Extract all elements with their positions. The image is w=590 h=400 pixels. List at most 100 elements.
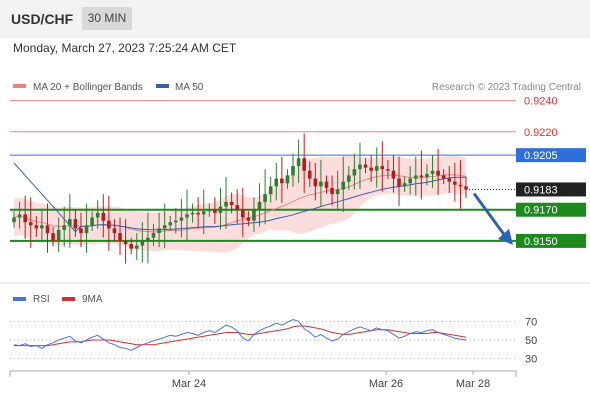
candle-body — [17, 214, 22, 218]
candle-body — [151, 233, 156, 238]
candle-body — [380, 166, 385, 170]
x-axis: Mar 24 Mar 26 Mar 28 — [172, 371, 490, 390]
candle-body — [229, 201, 234, 206]
candle-body — [190, 212, 195, 215]
candle-body — [374, 166, 379, 171]
candle-body — [101, 212, 106, 221]
rsi-tick-label: 30 — [525, 354, 537, 366]
candle-body — [34, 225, 39, 229]
candle-body — [268, 186, 273, 195]
candle-body — [90, 217, 94, 226]
candle-body — [56, 229, 61, 241]
candle-body — [168, 222, 173, 226]
candle-body — [129, 244, 133, 249]
candle-body — [134, 245, 139, 249]
candle-body — [179, 217, 184, 221]
candle-body — [453, 181, 457, 185]
candle-body — [274, 178, 279, 187]
legend-swatch-ma50 — [156, 84, 169, 88]
forecast-arrow-shaft — [472, 192, 507, 237]
level-tag-pivot — [516, 148, 586, 163]
candle-body — [201, 211, 206, 215]
candle-body — [291, 166, 295, 176]
level-tag-support — [516, 233, 586, 248]
symbol-title: USD/CHF — [11, 11, 74, 27]
candle-body — [285, 175, 290, 184]
candle-body — [319, 181, 323, 187]
rsi-tick-label: 50 — [525, 335, 537, 347]
rsi-line — [13, 318, 467, 351]
credit-label: Research © 2023 Trading Central — [432, 82, 581, 93]
rsi-ma-line — [14, 325, 467, 347]
candle-body — [413, 175, 418, 179]
level-label-resistance: 0.9240 — [524, 96, 558, 108]
candle-body — [447, 178, 452, 182]
candle-body — [207, 209, 212, 212]
candle-body — [28, 222, 33, 226]
candle-body — [358, 164, 362, 170]
current-price-label: 0.9183 — [524, 184, 558, 196]
candle-body — [430, 170, 435, 174]
candle-body — [246, 217, 251, 221]
candle-body — [235, 205, 240, 210]
candle-body — [73, 219, 78, 229]
level-label-resistance: 0.9220 — [524, 127, 558, 139]
candle-body — [458, 184, 463, 187]
current-price-tag — [516, 182, 586, 197]
candle-body — [62, 225, 67, 230]
legend-label-bollinger: MA 20 + Bollinger Bands — [33, 82, 143, 93]
candle-body — [162, 225, 167, 229]
candle-body — [347, 175, 351, 182]
candle-body — [441, 175, 446, 179]
x-tick-label: Mar 24 — [172, 378, 206, 390]
candle-body — [23, 214, 27, 223]
candle-body — [402, 183, 407, 187]
candle-body — [257, 201, 262, 210]
level-label-support: 0.9150 — [524, 236, 558, 248]
candle-body — [464, 186, 468, 190]
candle-body — [307, 170, 312, 179]
candle-body — [408, 178, 412, 184]
level-label-pivot: 0.9205 — [524, 150, 558, 162]
bollinger-band — [14, 155, 466, 253]
candle-body — [240, 209, 245, 218]
candle-body — [146, 237, 150, 241]
candle-body — [123, 240, 128, 245]
candle-body — [280, 178, 284, 184]
candle-body — [352, 169, 357, 176]
ma50-line — [13, 162, 467, 233]
x-tick-label: Mar 28 — [456, 378, 490, 390]
candle-body — [313, 178, 318, 187]
candle-body — [107, 220, 111, 229]
candle-body — [45, 225, 50, 234]
candle-body — [363, 164, 368, 168]
forecast-arrow-head — [498, 228, 513, 245]
legend-swatch-bollinger — [13, 84, 26, 88]
candle-body — [112, 228, 117, 234]
candle-body — [302, 158, 306, 171]
candle-body — [419, 175, 424, 177]
timeframe-button[interactable]: 30 MIN — [82, 7, 132, 30]
rsi-plot: 70 50 30 — [10, 316, 537, 366]
candle-body — [174, 220, 178, 223]
legend-label-ma50: MA 50 — [175, 82, 204, 93]
datetime-label: Monday, March 27, 2023 7:25:24 AM CET — [13, 41, 237, 55]
candle-body — [397, 178, 401, 187]
candle-body — [386, 169, 390, 171]
candle-body — [391, 170, 396, 179]
candle-body — [296, 158, 301, 167]
candle-body — [263, 194, 267, 202]
candle-body — [224, 201, 228, 207]
candle-body — [335, 189, 340, 195]
candle-body — [425, 173, 429, 177]
candle-body — [369, 167, 373, 171]
x-tick-label: Mar 26 — [369, 378, 403, 390]
legend-label-rsi: RSI — [33, 294, 50, 305]
candle-body — [330, 187, 334, 195]
candle-body — [324, 181, 329, 188]
candle-body — [436, 170, 440, 176]
candle-body — [185, 214, 189, 218]
candle-body — [12, 217, 16, 223]
legend-label-rsi-ma: 9MA — [82, 294, 103, 305]
